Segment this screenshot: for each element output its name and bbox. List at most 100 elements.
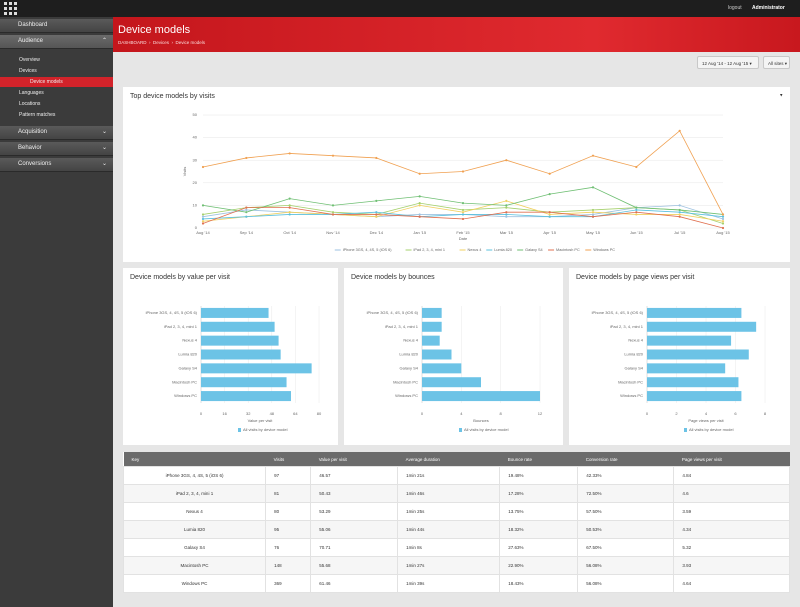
bar — [422, 363, 462, 374]
crumb[interactable]: Devices — [153, 40, 170, 45]
table-cell: 1min 39s — [397, 574, 501, 593]
data-point — [375, 215, 378, 218]
column-header: Key — [123, 452, 266, 467]
data-point — [245, 206, 248, 209]
y-tick-label: Macintosh PC — [618, 379, 643, 384]
table-row: Nexus 4 80 53.29 1min 25s 13.75% 57.50% 3.59 — [122, 502, 790, 521]
submenu-item[interactable]: Overview — [19, 57, 40, 63]
panel: Top device models by visits ▾ 0 10 20 30 40 50 V… — [123, 87, 790, 262]
date-range-picker[interactable]: 12 Aug '14 - 12 Aug '15 ▾ — [697, 56, 759, 69]
bar — [201, 391, 291, 402]
data-point — [201, 215, 205, 218]
y-tick-label: Galaxy S4 — [179, 365, 198, 370]
submenu-item-active[interactable]: Device models — [0, 77, 113, 87]
data-point — [245, 215, 248, 218]
data-point — [418, 204, 421, 207]
menu-item[interactable]: Dashboard — [0, 19, 113, 33]
bar — [647, 377, 739, 388]
table-cell: 5.32 — [673, 538, 790, 557]
table-cell: 56.08% — [577, 556, 675, 575]
table-cell: 57.50% — [577, 502, 675, 521]
x-tick-label: 8 — [500, 411, 503, 416]
menu-item[interactable]: Conversions ⌄ — [0, 158, 113, 172]
bar — [647, 349, 749, 360]
data-point — [591, 211, 595, 214]
bar — [647, 363, 726, 374]
site-select[interactable]: All sites ▾ — [763, 56, 790, 69]
data-point — [505, 215, 508, 218]
bar — [422, 377, 481, 388]
data-point — [461, 217, 465, 221]
data-point — [548, 215, 551, 218]
data-point — [678, 215, 681, 218]
y-tick-label: Windows PC — [174, 393, 197, 398]
x-tick-label: Jun '15 — [630, 230, 644, 235]
bar — [647, 321, 757, 332]
data-point — [721, 220, 725, 223]
x-tick-label: May '15 — [586, 230, 601, 235]
bar — [422, 349, 452, 360]
y-tick-label: Nexus 4 — [403, 338, 418, 343]
data-point — [288, 152, 291, 155]
bar — [201, 335, 279, 346]
table-cell: 53.29 — [310, 502, 399, 521]
table-cell: iPhone 3GS, 4, 4S, 5 (iOS 6) — [122, 466, 267, 485]
x-tick-label: Mar '15 — [500, 230, 514, 235]
y-tick-label: Lumia 820 — [624, 352, 643, 357]
menu-item[interactable]: Audience ⌃ — [0, 35, 113, 49]
data-point — [201, 213, 205, 216]
chart-title: Device models by bounces — [351, 274, 435, 281]
page-title: Device models — [118, 24, 191, 36]
user-menu[interactable]: Administrator — [752, 5, 785, 11]
data-point — [288, 211, 291, 214]
data-point — [331, 154, 335, 157]
data-point — [288, 197, 291, 200]
x-tick-label: 6 — [734, 411, 737, 416]
data-point — [635, 208, 638, 212]
submenu-item[interactable]: Pattern matches — [19, 112, 56, 118]
data-point — [288, 206, 291, 209]
submenu-item[interactable]: Devices — [19, 68, 37, 74]
menu-label: Behavior — [18, 145, 42, 151]
data-point — [678, 211, 681, 214]
data-point — [461, 211, 465, 214]
y-tick-label: 10 — [193, 202, 198, 207]
x-tick-label: Aug '14 — [196, 230, 210, 235]
site: All sites — [768, 61, 784, 66]
legend-label: All visits by device model — [243, 427, 288, 432]
logo[interactable] — [4, 2, 17, 15]
data-point — [721, 213, 725, 216]
logout-link[interactable]: logout — [728, 5, 742, 11]
menu-item[interactable]: Acquisition ⌄ — [0, 126, 113, 140]
legend-label: All visits by device model — [464, 427, 509, 432]
submenu-item[interactable]: Languages — [19, 90, 44, 96]
data-point — [721, 226, 725, 230]
table-cell: Windows PC — [122, 574, 267, 593]
menu-item[interactable]: Behavior ⌄ — [0, 142, 113, 156]
data-point — [288, 204, 291, 207]
bar — [201, 307, 269, 318]
bar — [201, 349, 281, 360]
table-row: Windows PC 369 61.46 1min 39s 18.43% 56.08% 4.… — [122, 574, 790, 593]
data-point — [461, 170, 465, 173]
date-range: 12 Aug '14 - 12 Aug '15 — [702, 61, 749, 66]
submenu-item[interactable]: Locations — [19, 101, 41, 107]
table-cell: 1min 46s — [397, 484, 501, 503]
y-tick-label: Windows PC — [620, 393, 643, 398]
table-cell: 50.43 — [310, 484, 399, 503]
bar — [422, 321, 442, 332]
crumb[interactable]: DASHBOARD — [118, 40, 147, 45]
table-row: Lumia 820 95 55.06 1min 44s 18.32% 50.53% 4.34 — [122, 520, 790, 539]
data-point — [201, 204, 205, 207]
y-tick-label: iPad 2, 3, 4, mini 1 — [610, 324, 644, 329]
table-cell: 81 — [265, 484, 312, 503]
table-cell: 76 — [265, 538, 312, 557]
bar-chart: Device models by value per visit 0 16 32 48 6… — [130, 274, 322, 432]
table-row: Macintosh PC 148 55.68 1min 27s 22.90% 56.08%… — [122, 556, 790, 575]
y-axis-title: Visits — [182, 167, 187, 176]
data-point — [505, 213, 508, 216]
legend-swatch — [684, 428, 687, 432]
y-tick-label: Macintosh PC — [393, 379, 418, 384]
x-axis-title: Page views per visit — [688, 418, 724, 423]
table-cell: 67.50% — [577, 538, 675, 557]
